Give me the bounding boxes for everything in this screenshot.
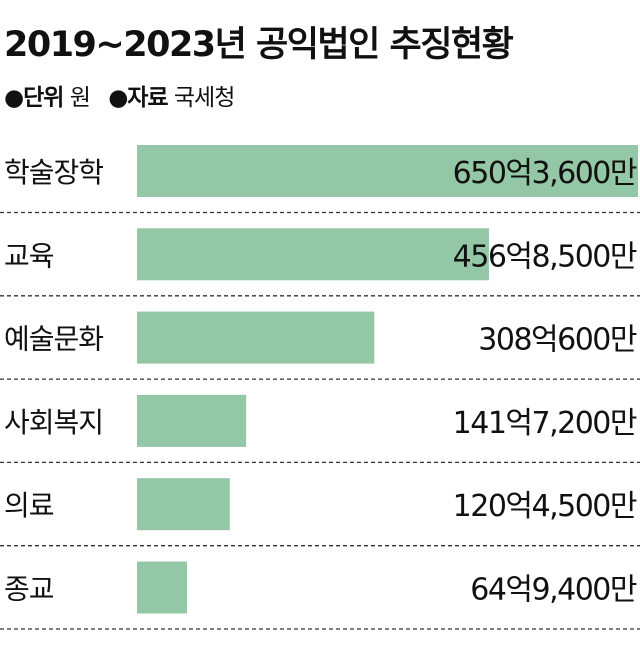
source-label: ●자료 <box>108 85 168 111</box>
source-value: 국세청 <box>173 85 235 111</box>
bar <box>137 478 230 531</box>
data-label: 64억9,400만 <box>470 573 637 608</box>
category-label: 종교 <box>4 573 54 606</box>
bar <box>137 145 638 197</box>
chart-subtitle: ●단위 원 ●자료 국세청 <box>4 78 235 112</box>
bar <box>137 394 247 447</box>
category-label: 의료 <box>4 489 54 522</box>
category-label: 사회복지 <box>4 406 103 439</box>
bar <box>137 228 489 281</box>
unit-label: ●단위 <box>4 85 64 111</box>
category-label: 예술문화 <box>4 323 103 356</box>
data-label: 456억8,500만 <box>453 239 637 274</box>
data-label: 308억600만 <box>478 323 637 358</box>
chart-title: 2019~2023년 공익법인 추징현황 <box>4 25 514 65</box>
category-label: 교육 <box>4 239 54 272</box>
unit-value: 원 <box>69 85 91 111</box>
data-label: 141억7,200만 <box>453 406 637 441</box>
bar <box>137 561 188 614</box>
bar <box>137 311 375 364</box>
data-label: 120억4,500만 <box>453 489 637 524</box>
category-label: 학술장학 <box>4 156 103 189</box>
data-label: 650억3,600만 <box>453 156 637 191</box>
